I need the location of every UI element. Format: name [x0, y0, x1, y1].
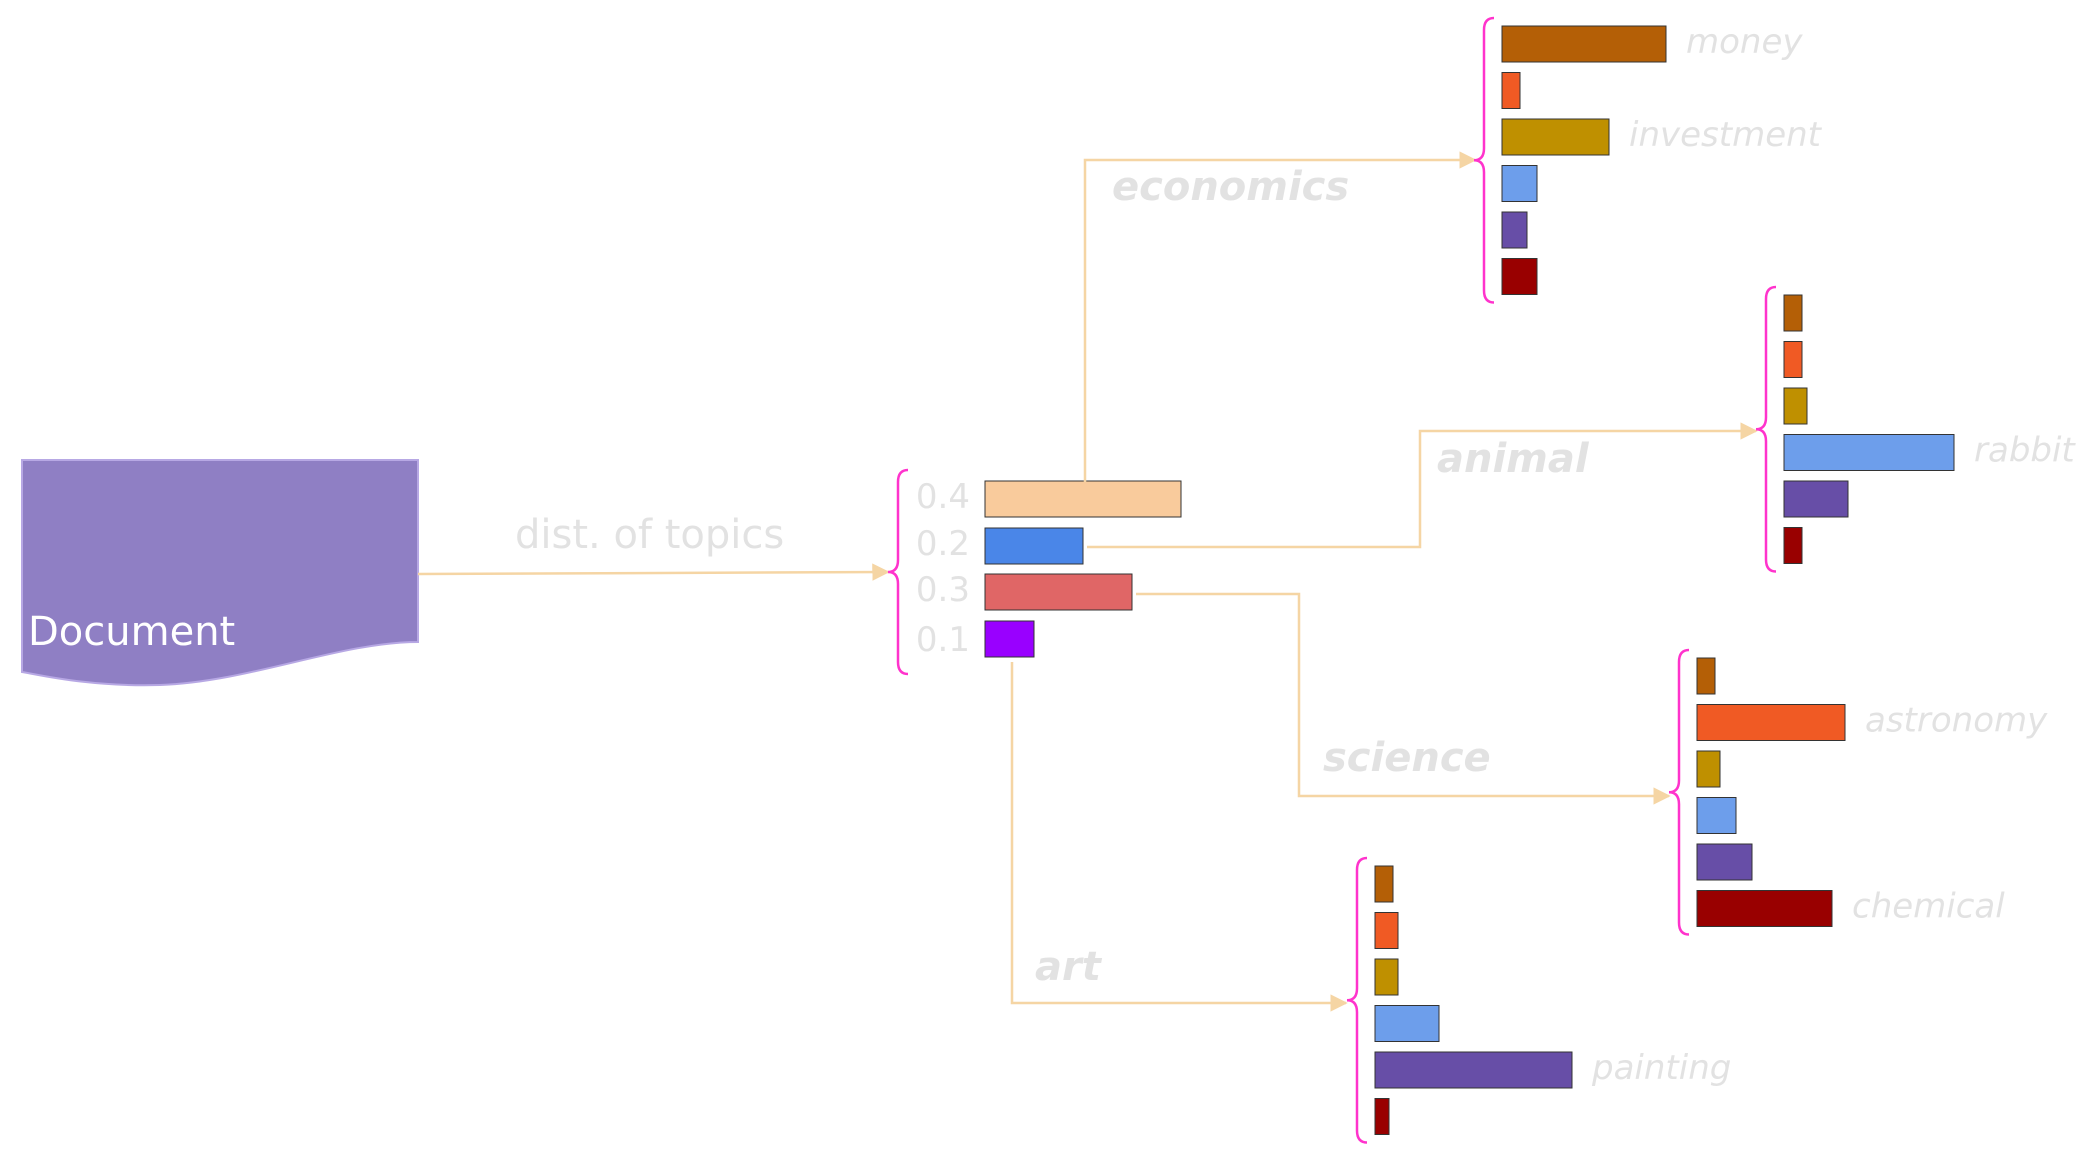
topic-bar	[984, 573, 1133, 611]
word-distribution-science: astronomy chemical	[1668, 648, 2048, 936]
connector-art	[1010, 662, 1348, 1012]
document-arrow	[417, 563, 890, 581]
word-brace	[1346, 856, 1368, 1144]
word-brace	[1755, 285, 1777, 573]
word-bar	[1501, 211, 1528, 249]
topic-value-label: 0.3	[916, 570, 970, 610]
word-bar	[1783, 341, 1803, 378]
word-bar	[1374, 912, 1399, 949]
topic-name-animal: animal	[1437, 436, 1590, 482]
word-bar	[1374, 1098, 1390, 1135]
word-distribution-economics: money investment	[1473, 16, 1823, 304]
distribution-brace	[887, 468, 909, 676]
word-bar	[1783, 387, 1808, 425]
word-bar	[1501, 258, 1538, 295]
topic-name-science: science	[1323, 735, 1491, 781]
word-bar	[1696, 657, 1716, 695]
word-label: astronomy	[1865, 701, 2048, 741]
topic-value-label: 0.1	[916, 620, 970, 660]
word-bar	[1501, 72, 1521, 109]
topic-name-economics: economics	[1112, 164, 1349, 210]
word-label: chemical	[1852, 887, 2005, 927]
word-bar	[1783, 480, 1849, 518]
word-brace	[1668, 648, 1690, 936]
word-bar	[1783, 527, 1803, 564]
word-label: money	[1686, 22, 1803, 62]
word-bar	[1374, 1051, 1573, 1089]
word-bar	[1501, 118, 1610, 156]
word-distribution-art: painting	[1346, 856, 1731, 1144]
word-bar	[1374, 958, 1399, 996]
topic-bar	[984, 527, 1084, 565]
document-label: Document	[28, 609, 235, 655]
connector-animal	[1087, 422, 1758, 549]
topic-distribution: 0.4 0.2 0.3 0.1	[887, 468, 1182, 676]
word-bar	[1783, 434, 1955, 471]
word-bar	[1696, 797, 1737, 834]
word-label: painting	[1591, 1048, 1731, 1088]
word-bar	[1501, 25, 1667, 63]
word-bar	[1696, 704, 1846, 741]
word-bar	[1783, 294, 1803, 332]
word-bar	[1374, 1005, 1440, 1042]
word-bar	[1696, 890, 1833, 927]
word-label: rabbit	[1974, 431, 2076, 471]
edge-label: dist. of topics	[515, 512, 784, 558]
word-distribution-animal: rabbit	[1755, 285, 2076, 573]
topic-value-label: 0.4	[916, 477, 970, 517]
topic-bar	[984, 480, 1182, 518]
word-bar	[1696, 750, 1721, 788]
connector-economics	[1083, 151, 1477, 482]
topic-bar	[984, 620, 1035, 658]
connector-science	[1136, 592, 1671, 805]
word-brace	[1473, 16, 1495, 304]
word-bar	[1501, 165, 1538, 202]
topic-name-art: art	[1035, 944, 1103, 990]
word-label: investment	[1629, 115, 1823, 155]
word-bar	[1696, 843, 1753, 881]
word-bar	[1374, 865, 1394, 903]
document-shape	[21, 459, 419, 687]
topic-value-label: 0.2	[916, 524, 970, 564]
